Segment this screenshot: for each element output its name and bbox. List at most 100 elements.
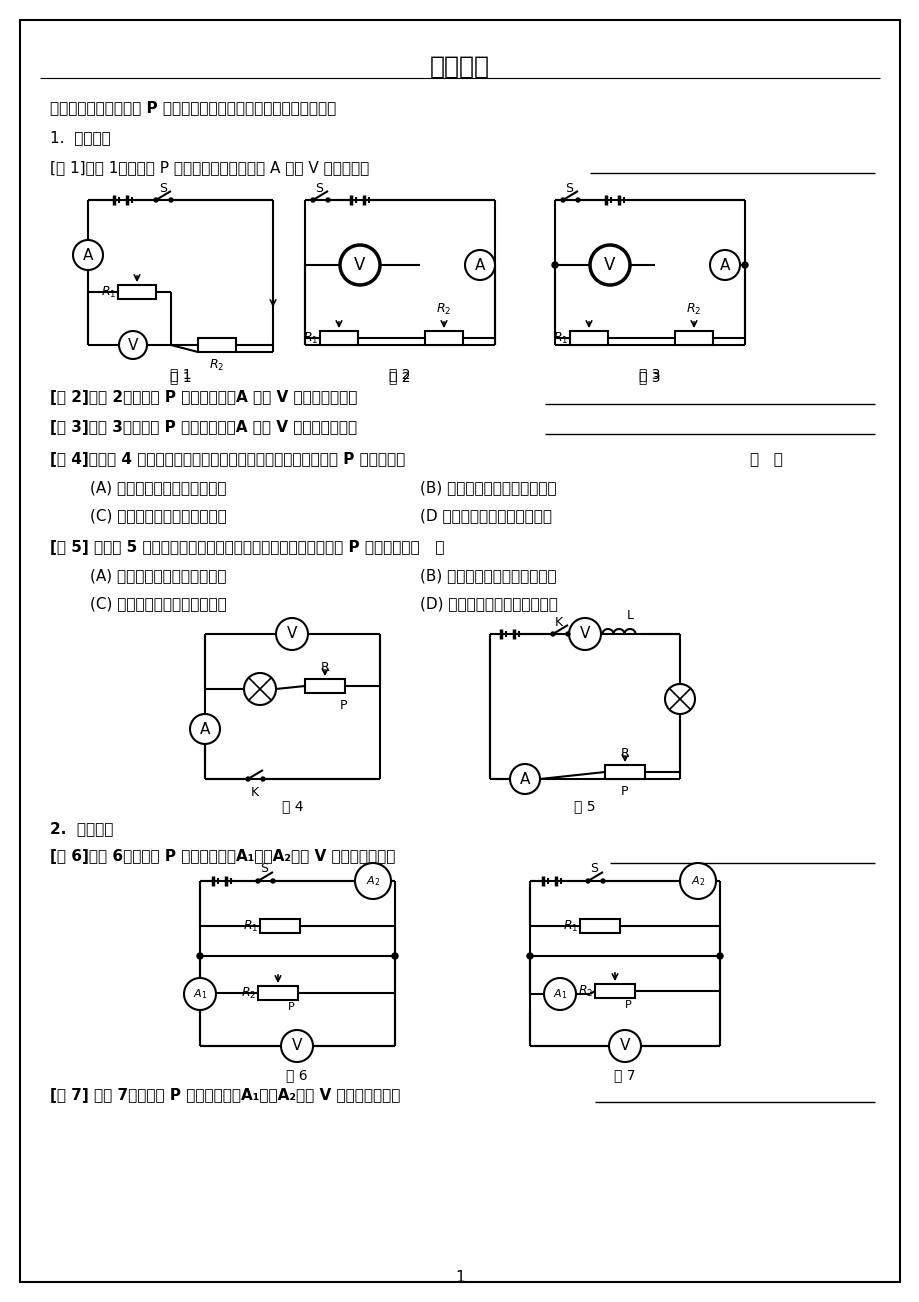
- Text: 图 2: 图 2: [389, 367, 410, 381]
- Text: 图 2: 图 2: [389, 370, 410, 384]
- Bar: [579, 919, 619, 934]
- Text: [例 4]在如图 4 所示电路中，当闭合电键后，滑动变阻器的滑动片 P 向右移动时: [例 4]在如图 4 所示电路中，当闭合电键后，滑动变阻器的滑动片 P 向右移动…: [50, 452, 404, 467]
- Text: A: A: [474, 258, 484, 272]
- Text: 图 4: 图 4: [281, 799, 303, 812]
- Text: [例 5] 在如图 5 所示电路中，当闭合电键后，滑动变阻器的滑动片 P 向右移动时（   ）: [例 5] 在如图 5 所示电路中，当闭合电键后，滑动变阻器的滑动片 P 向右移…: [50, 540, 444, 555]
- Circle shape: [742, 262, 747, 268]
- Text: $R_1$: $R_1$: [552, 331, 567, 345]
- Text: V: V: [619, 1039, 630, 1053]
- Text: $R_2$: $R_2$: [241, 986, 255, 1000]
- Circle shape: [197, 953, 203, 960]
- Circle shape: [119, 331, 147, 359]
- Text: V: V: [579, 626, 590, 642]
- Circle shape: [600, 879, 605, 883]
- Circle shape: [509, 764, 539, 794]
- Text: A: A: [83, 247, 93, 263]
- Text: 图 1: 图 1: [169, 370, 191, 384]
- Text: R: R: [321, 661, 329, 674]
- Text: （   ）: （ ）: [749, 452, 782, 467]
- Text: L: L: [626, 609, 633, 622]
- Text: P: P: [624, 1000, 631, 1010]
- Bar: [425, 331, 462, 345]
- Text: [例 7] 如图 7，当滑片 P 向右移动时，A₁表、A₂表和 V 表将如何变化？: [例 7] 如图 7，当滑片 P 向右移动时，A₁表、A₂表和 V 表将如何变化…: [50, 1088, 400, 1103]
- Circle shape: [585, 879, 589, 883]
- Text: $A_1$: $A_1$: [552, 987, 567, 1001]
- Text: K: K: [554, 616, 562, 629]
- Circle shape: [255, 879, 260, 883]
- Text: S: S: [564, 181, 573, 194]
- Text: $R_1$: $R_1$: [243, 918, 257, 934]
- Text: S: S: [589, 862, 597, 875]
- Text: 1: 1: [455, 1269, 464, 1285]
- Circle shape: [325, 198, 330, 202]
- Circle shape: [575, 198, 579, 202]
- Bar: [595, 984, 634, 999]
- Circle shape: [716, 953, 722, 960]
- Text: [例 1]如图 1，当滑片 P 向左移动时，请你判断 A 表和 V 表的变化。: [例 1]如图 1，当滑片 P 向左移动时，请你判断 A 表和 V 表的变化。: [50, 160, 369, 174]
- Text: 图 5: 图 5: [573, 799, 596, 812]
- Circle shape: [244, 673, 276, 704]
- Text: [例 3]如图 3，当滑片 P 向左移动时，A 表和 V 表将如何变化。: [例 3]如图 3，当滑片 P 向左移动时，A 表和 V 表将如何变化。: [50, 421, 357, 435]
- Text: 动态电路: 动态电路: [429, 55, 490, 79]
- Circle shape: [311, 198, 314, 202]
- Circle shape: [261, 777, 265, 781]
- Bar: [675, 331, 712, 345]
- Text: 图 7: 图 7: [614, 1068, 635, 1082]
- Circle shape: [73, 240, 103, 270]
- Text: 图 3: 图 3: [639, 370, 660, 384]
- Text: V: V: [128, 337, 138, 353]
- Text: (A) 伏特表示数变大，灯变暗。: (A) 伏特表示数变大，灯变暗。: [90, 568, 226, 583]
- Text: V: V: [287, 626, 297, 642]
- Text: 图 6: 图 6: [286, 1068, 308, 1082]
- Text: $A_2$: $A_2$: [366, 874, 380, 888]
- Text: 2.  并联电路: 2. 并联电路: [50, 822, 113, 836]
- Bar: [305, 680, 345, 693]
- Text: (B) 伏特表示数变小，灯变亮。: (B) 伏特表示数变小，灯变亮。: [420, 568, 556, 583]
- Circle shape: [190, 713, 220, 743]
- Circle shape: [276, 618, 308, 650]
- Circle shape: [464, 250, 494, 280]
- Text: 图 3: 图 3: [639, 367, 660, 381]
- Circle shape: [543, 978, 575, 1010]
- Text: 1.  串联电路: 1. 串联电路: [50, 130, 110, 145]
- Text: S: S: [314, 181, 323, 194]
- Circle shape: [280, 1030, 312, 1062]
- Bar: [257, 986, 298, 1000]
- Text: $R_1$: $R_1$: [562, 918, 577, 934]
- Circle shape: [340, 245, 380, 285]
- Text: 图 1: 图 1: [169, 367, 191, 381]
- Circle shape: [709, 250, 739, 280]
- Circle shape: [184, 978, 216, 1010]
- Circle shape: [679, 863, 715, 898]
- Text: P: P: [620, 785, 628, 798]
- Text: (A) 安培表示数变大，灯变暗。: (A) 安培表示数变大，灯变暗。: [90, 480, 226, 495]
- Text: 一、滑动变阻器的滑片 P 的位置的变化引起电路中电学物理量的变化: 一、滑动变阻器的滑片 P 的位置的变化引起电路中电学物理量的变化: [50, 100, 335, 115]
- Text: A: A: [719, 258, 730, 272]
- Circle shape: [169, 198, 173, 202]
- Text: S: S: [260, 862, 267, 875]
- Circle shape: [527, 953, 532, 960]
- Text: V: V: [354, 256, 365, 273]
- Circle shape: [551, 262, 558, 268]
- Text: $R_2$: $R_2$: [577, 983, 593, 999]
- Bar: [260, 919, 300, 934]
- Bar: [118, 285, 156, 299]
- Text: (C) 安培表示数变小，灯变亮。: (C) 安培表示数变小，灯变亮。: [90, 596, 226, 611]
- Text: $R_1$: $R_1$: [100, 284, 116, 299]
- Circle shape: [391, 953, 398, 960]
- Text: S: S: [159, 181, 167, 194]
- Circle shape: [271, 879, 275, 883]
- Text: A: A: [199, 721, 210, 737]
- Bar: [605, 766, 644, 779]
- Circle shape: [568, 618, 600, 650]
- Circle shape: [565, 631, 570, 635]
- Bar: [570, 331, 607, 345]
- Text: [例 6]如图 6，当滑片 P 向右移动时，A₁表、A₂表和 V 表将如何变化？: [例 6]如图 6，当滑片 P 向右移动时，A₁表、A₂表和 V 表将如何变化？: [50, 849, 395, 865]
- Circle shape: [355, 863, 391, 898]
- Text: R: R: [620, 747, 629, 760]
- Circle shape: [561, 198, 564, 202]
- Circle shape: [589, 245, 630, 285]
- Circle shape: [550, 631, 554, 635]
- Text: $R_2$: $R_2$: [686, 302, 701, 316]
- Text: $R_2$: $R_2$: [210, 358, 224, 374]
